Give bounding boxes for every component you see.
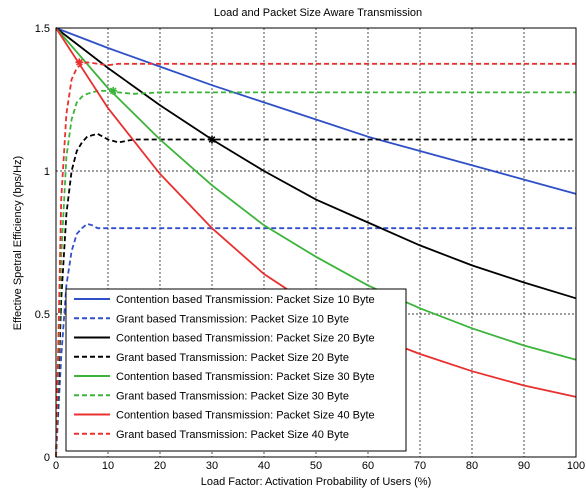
series-line-4 [55, 132, 576, 458]
legend-label-6: Grant based Transmission: Packet Size 30… [116, 390, 349, 402]
legend-label-1: Contention based Transmission: Packet Si… [116, 294, 375, 306]
x-axis-label: Load Factor: Activation Probability of U… [201, 476, 431, 488]
series-line-1 [55, 27, 577, 195]
series-line-5 [55, 27, 577, 361]
x-tick-label: 30 [206, 460, 218, 472]
legend-label-4: Grant based Transmission: Packet Size 20… [116, 352, 349, 364]
series-line-2 [55, 222, 576, 458]
legend: Contention based Transmission: Packet Si… [65, 288, 407, 452]
x-tick-label: 10 [102, 460, 114, 472]
y-tick-label: 1.5 [35, 23, 50, 35]
x-tick-label: 0 [53, 460, 59, 472]
y-axis-label: Effective Spetral Efficiency (bps/Hz) [12, 156, 24, 330]
x-tick-label: 60 [362, 460, 374, 472]
y-tick-label: 0 [44, 452, 50, 464]
chart-title: Load and Packet Size Aware Transmission [214, 7, 422, 19]
x-tick-label: 90 [518, 460, 530, 472]
plot-frame [55, 27, 577, 458]
x-tick-label: 80 [466, 460, 478, 472]
y-tick-label: 1 [44, 166, 50, 178]
legend-label-5: Contention based Transmission: Packet Si… [116, 371, 375, 383]
y-tick-labels: 0 0.5 1 1.5 [35, 23, 50, 464]
legend-label-8: Grant based Transmission: Packet Size 40… [116, 429, 349, 441]
asterisk-marker-3 [208, 135, 216, 144]
series-line-6 [55, 90, 576, 458]
x-tick-label: 40 [258, 460, 270, 472]
legend-label-3: Contention based Transmission: Packet Si… [116, 333, 375, 345]
legend-label-2: Grant based Transmission: Packet Size 10… [116, 313, 349, 325]
x-tick-label: 100 [567, 460, 585, 472]
legend-box [65, 288, 407, 452]
series-line-8 [55, 61, 576, 458]
marker-layer [75, 58, 216, 144]
legend-label-7: Contention based Transmission: Packet Si… [116, 410, 375, 422]
x-tick-label: 50 [310, 460, 322, 472]
y-tick-label: 0.5 [35, 309, 50, 321]
asterisk-marker-2 [109, 86, 118, 95]
x-tick-label: 70 [414, 460, 426, 472]
asterisk-marker-1 [75, 58, 84, 67]
x-tick-label: 20 [154, 460, 166, 472]
x-tick-labels: 0 10 20 30 40 50 60 70 80 90 100 [53, 460, 585, 472]
